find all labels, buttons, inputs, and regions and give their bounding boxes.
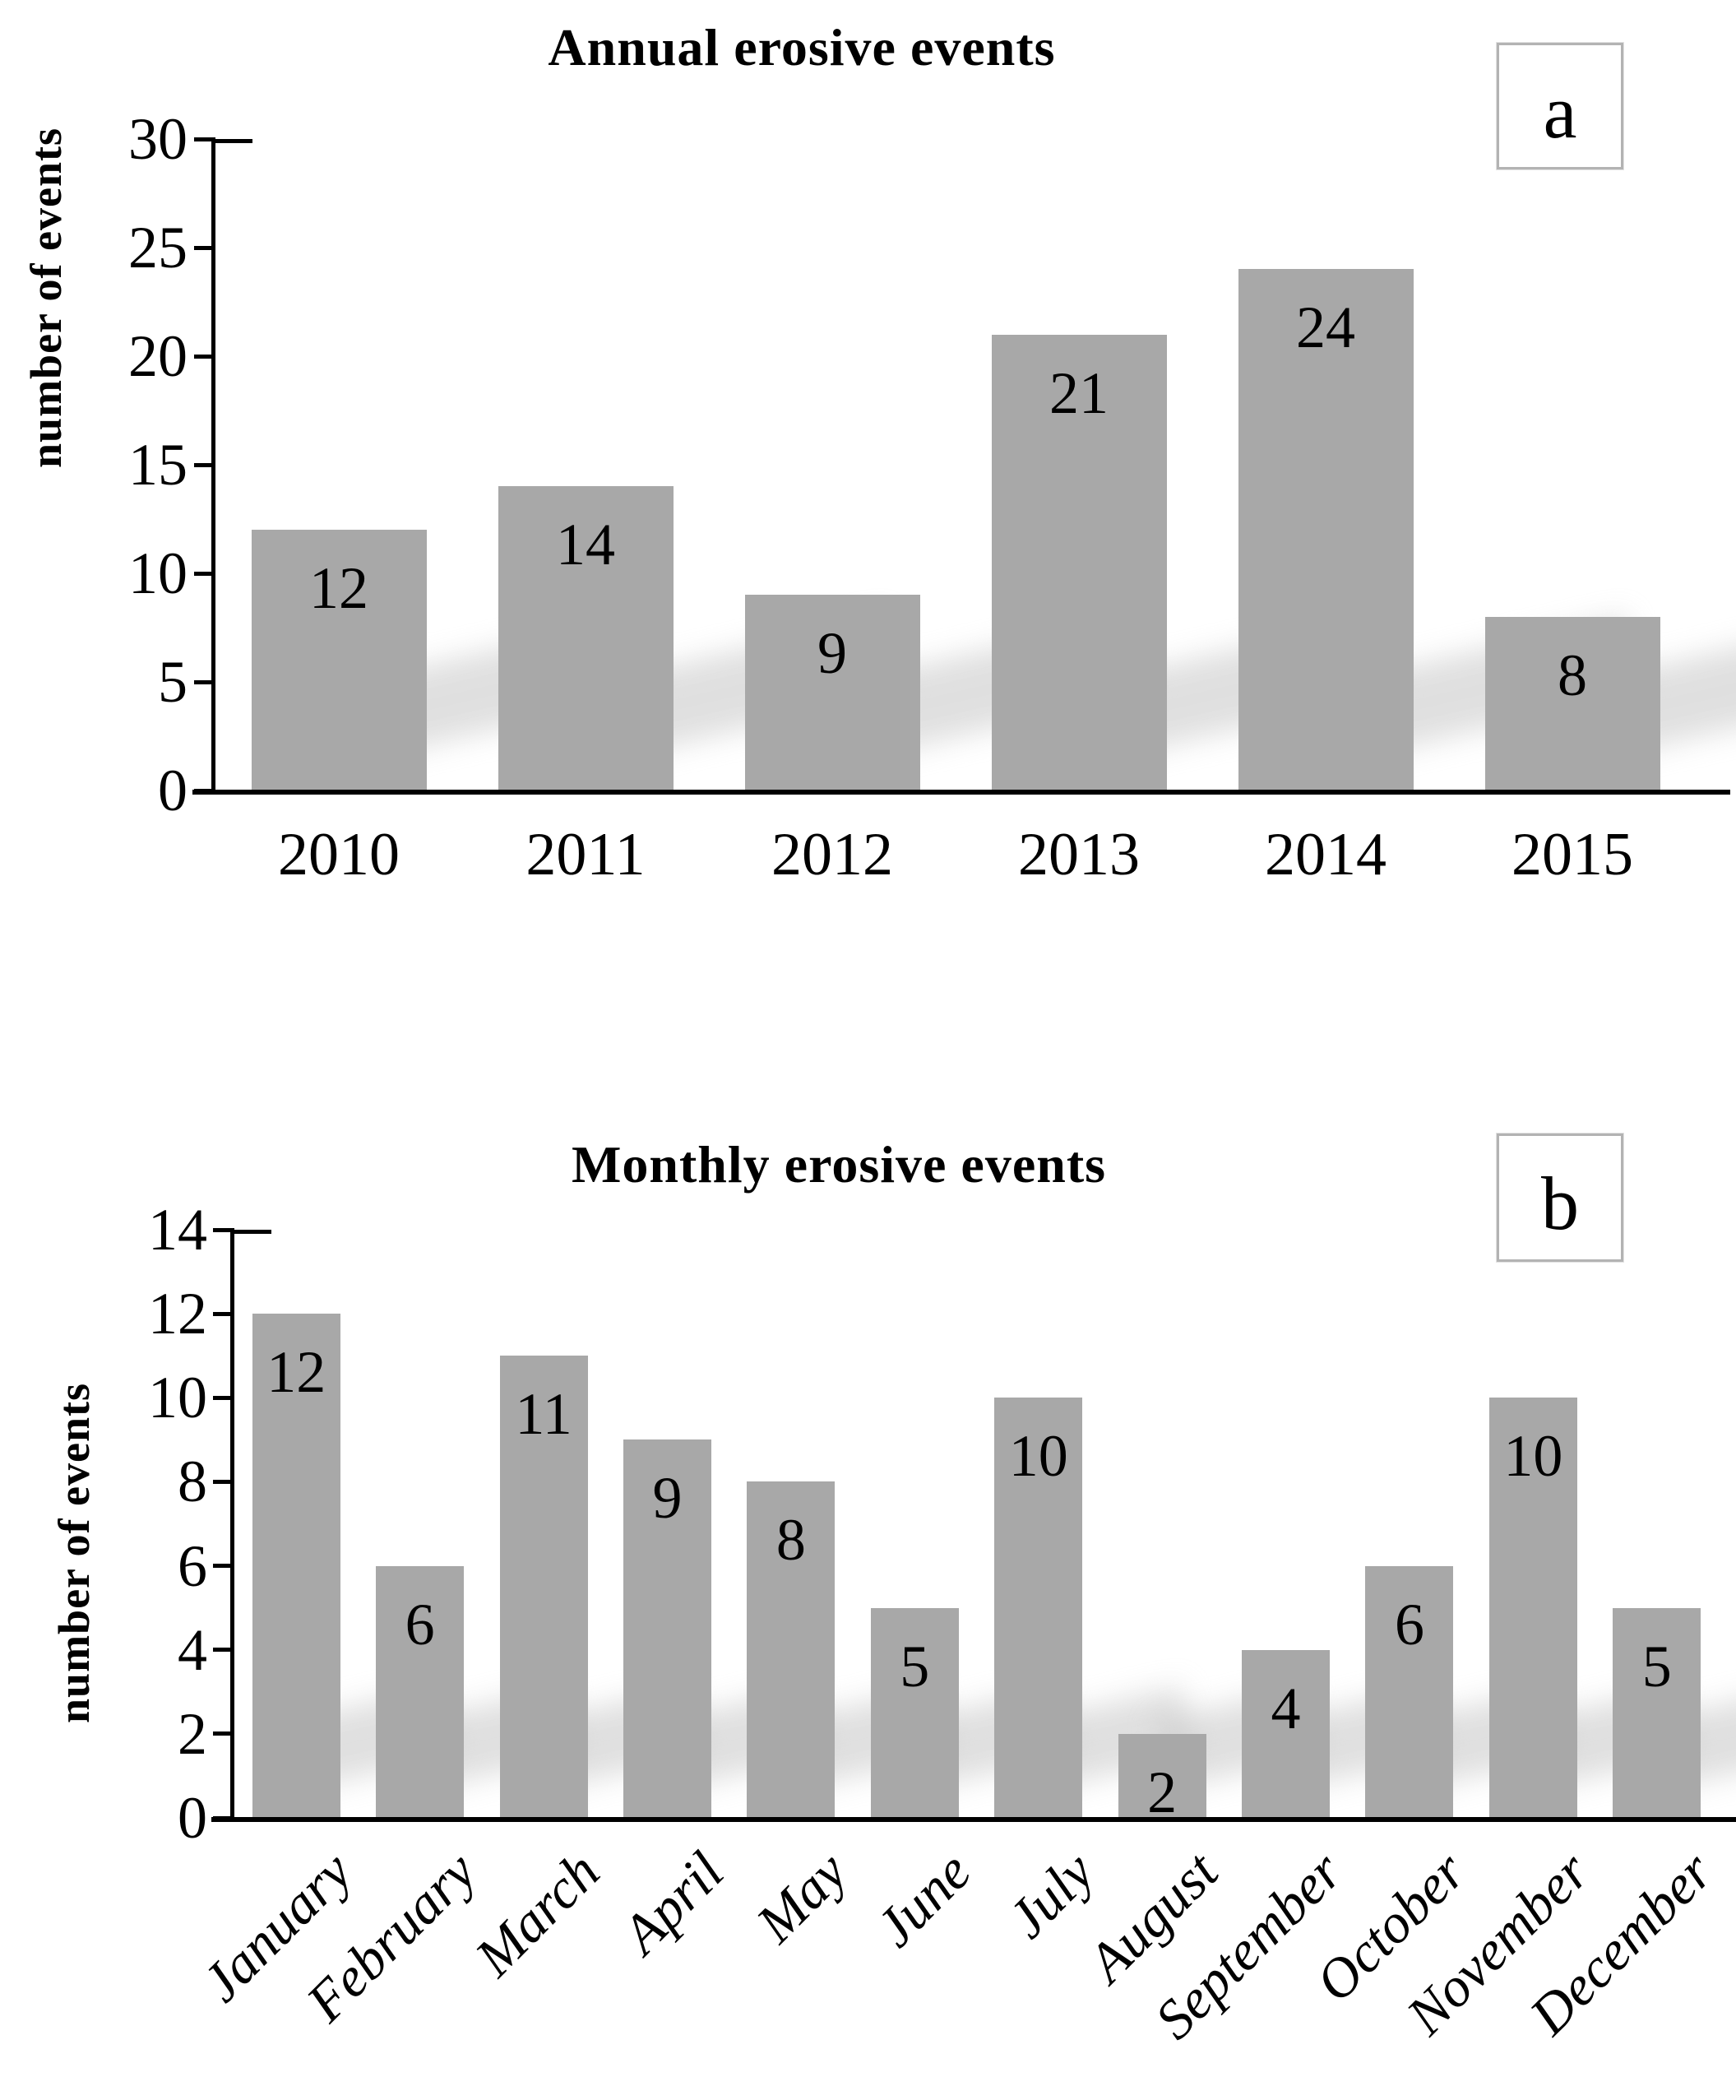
bar-october [1365, 1565, 1454, 1818]
y-tick-label: 4 [178, 1616, 207, 1683]
x-tick-label: June [863, 1839, 983, 1959]
chart-a-title: Annual erosive events [548, 18, 1056, 76]
bar-value-label: 21 [1049, 359, 1109, 426]
y-tick-mark [194, 462, 215, 467]
panel-tag-a: a [1497, 43, 1623, 169]
bar-2013 [991, 334, 1167, 790]
bar-february [376, 1565, 465, 1818]
y-tick-mark [213, 1311, 234, 1316]
bar-2012 [744, 595, 920, 790]
x-tick-label: July [996, 1839, 1107, 1950]
bar-value-label: 6 [405, 1591, 435, 1657]
y-tick-label: 14 [148, 1197, 207, 1263]
x-axis-line [192, 790, 1730, 795]
x-tick-label: March [463, 1839, 612, 1988]
bar-value-label: 2 [1147, 1759, 1178, 1825]
x-tick-label: 2012 [771, 821, 893, 888]
y-tick-label: 0 [178, 1785, 207, 1851]
bar-value-label: 12 [266, 1339, 326, 1406]
bar-2014 [1238, 269, 1414, 790]
y-tick-mark [213, 1479, 234, 1484]
bar-value-label: 8 [1558, 642, 1587, 708]
y-tick-mark [213, 1731, 234, 1736]
bar-value-label: 10 [1008, 1423, 1068, 1490]
y-axis-top-tick [215, 139, 252, 143]
bar-value-label: 5 [900, 1633, 930, 1699]
x-axis-line [211, 1817, 1736, 1822]
chart-b-title: Monthly erosive events [571, 1135, 1107, 1194]
bar-june [870, 1607, 959, 1818]
bar-value-label: 6 [1394, 1591, 1424, 1657]
y-axis-top-tick [234, 1230, 271, 1234]
panel-tag-b: b [1497, 1133, 1623, 1262]
bar-september [1242, 1649, 1331, 1818]
y-tick-mark [194, 679, 215, 684]
y-tick-label: 10 [148, 1365, 207, 1431]
y-tick-mark [213, 1564, 234, 1569]
y-tick-label: 20 [128, 323, 187, 389]
bar-value-label: 8 [775, 1507, 806, 1574]
y-tick-mark [213, 1395, 234, 1400]
x-tick-label: 2013 [1018, 821, 1140, 888]
y-tick-label: 5 [158, 649, 187, 715]
y-tick-mark [194, 137, 215, 141]
panel-tag-a-letter: a [1543, 70, 1577, 154]
y-tick-label: 6 [178, 1532, 207, 1599]
y-tick-mark [194, 571, 215, 576]
bar-value-label: 24 [1296, 294, 1355, 361]
bar-april [623, 1439, 711, 1818]
x-tick-label: April [609, 1839, 735, 1966]
y-tick-mark [194, 245, 215, 250]
bar-august [1118, 1733, 1206, 1818]
y-tick-label: 25 [128, 215, 187, 280]
bar-value-label: 10 [1503, 1423, 1563, 1490]
x-tick-label: 2011 [525, 821, 646, 888]
x-tick-label: 2014 [1265, 821, 1386, 888]
y-tick-label: 15 [128, 432, 187, 498]
y-axis-line [211, 139, 215, 793]
y-tick-label: 8 [178, 1449, 207, 1515]
bar-value-label: 9 [817, 620, 847, 687]
y-tick-label: 30 [128, 106, 187, 172]
bar-value-label: 14 [556, 512, 615, 578]
y-tick-mark [213, 1648, 234, 1653]
y-tick-label: 10 [128, 540, 187, 606]
bar-november [1488, 1398, 1577, 1818]
bar-2011 [498, 486, 674, 790]
y-tick-mark [194, 354, 215, 359]
y-tick-mark [213, 1227, 234, 1232]
bar-march [499, 1356, 588, 1818]
y-axis-line [230, 1230, 234, 1820]
x-tick-label: 2015 [1511, 821, 1633, 888]
x-tick-label: May [744, 1839, 859, 1954]
bar-value-label: 5 [1641, 1633, 1672, 1699]
bar-value-label: 4 [1271, 1675, 1301, 1741]
bar-january [252, 1314, 340, 1818]
x-tick-label: 2010 [278, 821, 400, 888]
bar-2010 [251, 530, 427, 790]
y-tick-label: 2 [178, 1700, 207, 1767]
panel-tag-b-letter: b [1541, 1161, 1579, 1245]
bar-value-label: 11 [515, 1381, 572, 1448]
bar-2015 [1484, 616, 1660, 790]
bar-december [1613, 1607, 1701, 1818]
bar-may [747, 1481, 836, 1818]
bar-value-label: 12 [309, 555, 368, 622]
y-tick-label: 12 [148, 1281, 207, 1347]
bar-july [994, 1398, 1083, 1818]
bar-value-label: 9 [652, 1465, 683, 1532]
y-tick-label: 0 [158, 758, 187, 823]
